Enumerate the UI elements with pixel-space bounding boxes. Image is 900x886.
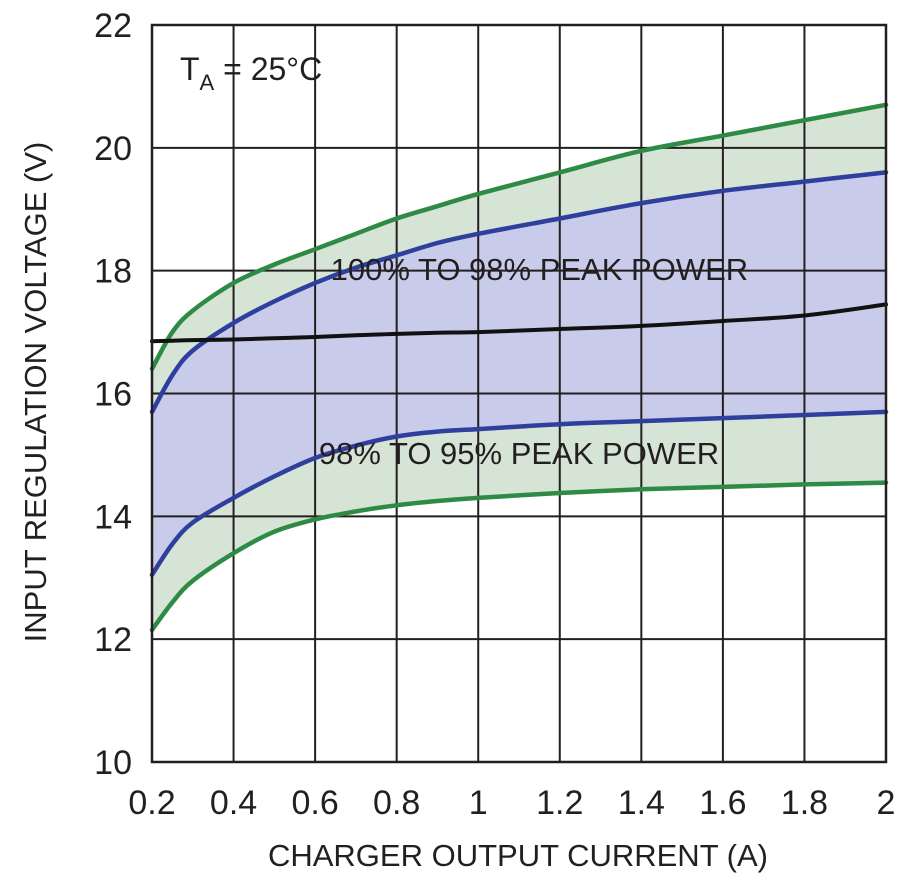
plot-frame	[150, 23, 888, 764]
series-line-lower-inner	[149, 409, 889, 577]
x-tick-label: 0.4	[210, 784, 257, 822]
series-line-peak	[150, 302, 888, 344]
x-tick-label: 1	[469, 784, 488, 822]
x-tick-label: 1.6	[699, 784, 746, 822]
series-line-upper-inner	[149, 170, 889, 415]
x-tick-label: 0.6	[291, 784, 338, 822]
series	[149, 102, 889, 633]
x-tick-label: 1.2	[536, 784, 583, 822]
y-tick-label: 14	[94, 498, 132, 536]
y-axis-title: INPUT REGULATION VOLTAGE (V)	[18, 142, 53, 643]
x-tick-label: 0.2	[128, 784, 175, 822]
annotations: 100% TO 98% PEAK POWER 98% TO 95% PEAK PO…	[319, 252, 748, 471]
x-tick-label: 0.8	[373, 784, 420, 822]
y-tick-label: 22	[94, 7, 132, 45]
x-tick-label: 1.4	[618, 784, 665, 822]
y-tick-label: 12	[94, 621, 132, 659]
bands	[152, 104, 886, 631]
annotation-label: 100% TO 98% PEAK POWER	[331, 252, 749, 287]
series-line-upper-outer	[149, 102, 889, 372]
plot-border	[150, 23, 888, 764]
condition-label: TA = 25°C	[180, 51, 322, 95]
x-axis-title: CHARGER OUTPUT CURRENT (A)	[268, 838, 768, 873]
y-tick-label: 20	[94, 130, 132, 168]
x-tick-label: 2	[877, 784, 896, 822]
series-line-lower-outer	[149, 480, 889, 633]
y-tick-label: 16	[94, 376, 132, 414]
x-tick-labels: 0.2 0.4 0.6 0.8 1 1.2 1.4 1.6 1.8 2	[128, 784, 895, 822]
x-tick-label: 1.8	[781, 784, 828, 822]
blue-band-fill	[152, 172, 886, 575]
y-tick-label: 18	[94, 253, 132, 291]
annotation-label: 98% TO 95% PEAK POWER	[319, 436, 719, 471]
y-tick-label: 10	[94, 744, 132, 782]
y-tick-labels: 10 12 14 16 18 20 22	[94, 7, 132, 782]
